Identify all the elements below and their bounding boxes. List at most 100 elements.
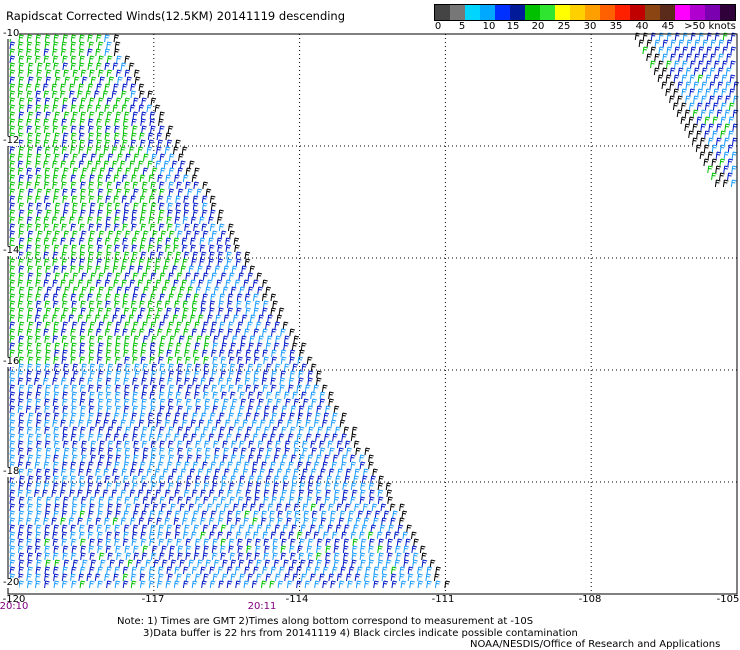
legend-swatch	[555, 5, 570, 20]
wind-barb	[191, 566, 198, 575]
wind-barb	[139, 300, 145, 309]
wind-barb	[107, 503, 113, 512]
wind-barb	[18, 265, 25, 274]
wind-barb	[128, 146, 135, 155]
wind-barb	[174, 412, 181, 421]
wind-barb	[139, 573, 146, 582]
wind-barb	[122, 412, 129, 421]
wind-barb	[166, 139, 173, 148]
wind-barb	[79, 524, 85, 533]
wind-barb	[124, 335, 130, 344]
wind-barb	[699, 137, 706, 146]
wind-barb	[107, 440, 114, 449]
wind-barb	[9, 524, 16, 533]
wind-barb	[201, 580, 207, 589]
wind-barb	[238, 405, 245, 414]
legend-label: >50 knots	[684, 21, 736, 32]
wind-barb	[44, 524, 51, 533]
wind-barb	[707, 165, 713, 174]
wind-barb	[681, 88, 687, 97]
wind-barb	[148, 328, 154, 337]
wind-barb	[677, 67, 684, 76]
wind-barb	[159, 125, 165, 134]
wind-barb	[44, 580, 50, 589]
wind-barb	[141, 272, 148, 281]
wind-barb	[107, 230, 114, 239]
wind-barb	[9, 370, 16, 379]
wind-barb	[35, 300, 42, 309]
wind-barb	[191, 174, 198, 183]
wind-barb	[151, 370, 157, 379]
wind-barb	[26, 167, 33, 176]
wind-barb	[106, 461, 112, 470]
wind-barb	[89, 552, 96, 561]
wind-barb	[34, 517, 40, 526]
wind-barb	[286, 580, 293, 589]
wind-barb	[280, 349, 287, 358]
wind-barb	[264, 405, 270, 414]
wind-barb	[121, 90, 127, 99]
wind-barb	[139, 216, 146, 225]
wind-barb	[132, 342, 139, 351]
wind-barb	[226, 377, 233, 386]
wind-barb	[181, 314, 188, 323]
wind-barb	[207, 419, 213, 428]
wind-barb	[105, 356, 112, 365]
wind-barb	[148, 461, 155, 470]
wind-barb	[347, 517, 353, 526]
wind-barb	[183, 510, 190, 519]
wind-barb	[120, 489, 127, 498]
wind-barb	[236, 307, 242, 316]
wind-barb	[104, 328, 111, 337]
wind-barb	[688, 130, 694, 139]
wind-barb	[77, 314, 84, 323]
wind-barb	[44, 566, 51, 575]
wind-barb	[62, 405, 69, 414]
wind-barb	[35, 55, 41, 64]
wind-barb	[27, 433, 34, 442]
wind-barb	[52, 181, 58, 190]
wind-barb	[62, 209, 69, 218]
wind-barb	[137, 314, 143, 323]
wind-barb	[263, 300, 269, 309]
wind-barb	[54, 111, 61, 120]
wind-barb	[131, 118, 137, 127]
wind-barb	[244, 377, 251, 386]
wind-barb	[51, 237, 58, 246]
wind-barb	[269, 510, 275, 519]
wind-barb	[381, 517, 387, 526]
wind-barb	[343, 524, 350, 533]
wind-barb	[235, 510, 242, 519]
wind-barb	[80, 111, 86, 120]
wind-barb	[279, 461, 286, 470]
wind-barb	[97, 370, 104, 379]
wind-barb	[105, 300, 111, 309]
wind-barb	[54, 69, 61, 78]
wind-barb	[723, 137, 730, 146]
wind-barb	[275, 447, 281, 456]
wind-barb	[131, 237, 138, 246]
wind-barb	[53, 573, 59, 582]
wind-barb	[43, 216, 50, 225]
wind-barb	[697, 74, 704, 83]
wind-barb	[729, 74, 736, 83]
wind-barb	[263, 496, 269, 505]
wind-barb	[201, 510, 208, 519]
wind-barb	[89, 286, 96, 295]
wind-barb	[78, 265, 85, 274]
wind-barb	[160, 335, 167, 344]
wind-barb	[272, 426, 278, 435]
wind-barb	[174, 510, 181, 519]
wind-barb	[26, 293, 33, 302]
wind-barb	[223, 398, 229, 407]
wind-barb	[315, 412, 321, 421]
wind-barb	[182, 517, 188, 526]
wind-barb	[263, 426, 270, 435]
wind-barb	[18, 286, 25, 295]
wind-barb	[123, 342, 130, 351]
wind-barb	[348, 566, 355, 575]
wind-barb	[146, 258, 153, 267]
wind-barb	[228, 349, 234, 358]
wind-barb	[203, 496, 209, 505]
wind-barb	[88, 55, 95, 64]
